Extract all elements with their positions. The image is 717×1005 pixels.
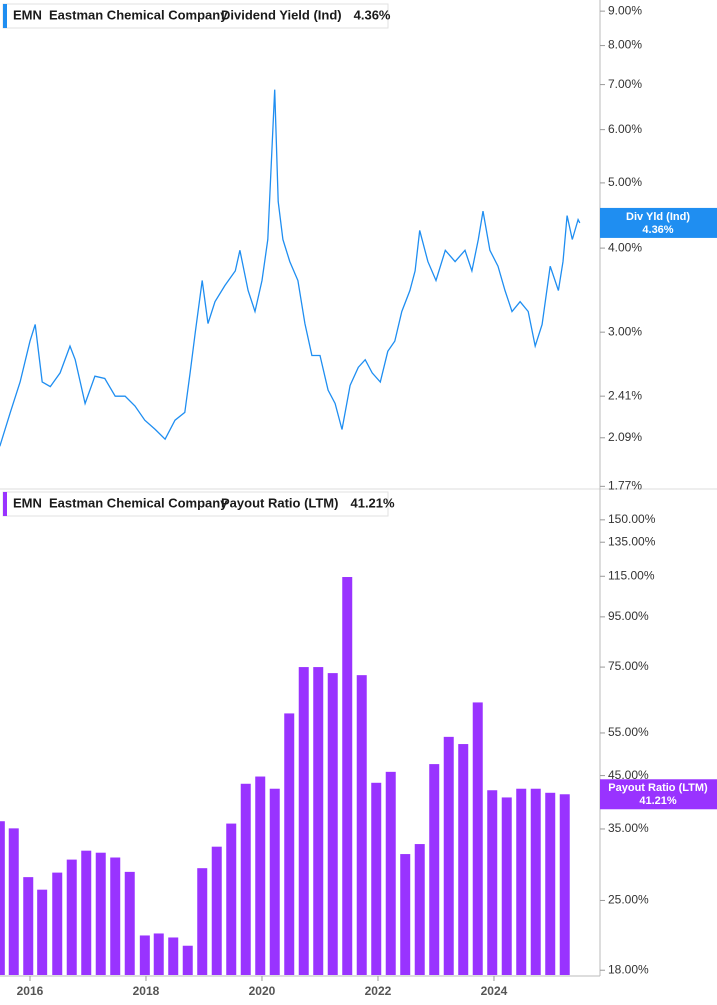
bar [356,675,367,975]
legend-series: Payout Ratio (LTM) [221,495,338,510]
bar [414,844,425,975]
y-tick-label: 135.00% [608,534,656,548]
bar [95,852,106,975]
bar [168,937,179,975]
y-tick-label: 9.00% [608,3,642,17]
y-tick-label: 1.77% [608,479,642,493]
flag-label: Div Yld (Ind) [626,211,690,223]
y-tick-label: 7.00% [608,77,642,91]
flag-label: Payout Ratio (LTM) [608,782,708,794]
bar [472,702,483,975]
bar [516,788,527,975]
bar [110,857,121,975]
bar [37,889,48,975]
bar [269,788,280,975]
y-tick-label: 2.41% [608,388,642,402]
legend-company: Eastman Chemical Company [49,495,228,510]
legend-ticker: EMN [13,7,42,22]
y-tick-label: 75.00% [608,659,649,673]
x-tick-label: 2016 [17,984,44,998]
y-tick-label: 150.00% [608,512,656,526]
x-tick-label: 2024 [481,984,508,998]
y-tick-label: 4.00% [608,240,642,254]
bar [139,935,150,975]
value-flag [600,779,717,810]
y-tick-label: 55.00% [608,725,649,739]
bar [240,783,251,975]
bar [52,872,63,975]
bar [255,776,266,975]
flag-value: 41.21% [639,795,677,807]
legend-box [2,491,389,517]
y-tick-label: 6.00% [608,122,642,136]
bar [559,794,570,975]
y-tick-label: 25.00% [608,893,649,907]
bar [153,933,164,975]
y-tick-label: 35.00% [608,821,649,835]
bar [182,945,193,975]
line [0,89,581,447]
y-tick-label: 95.00% [608,609,649,623]
bar [342,577,353,975]
legend-swatch [3,492,7,516]
bar [226,823,237,975]
legend-value: 4.36% [354,7,391,22]
bar [487,790,498,975]
bar [327,673,338,975]
legend-box [2,3,389,29]
y-tick-label: 45.00% [608,768,649,782]
y-tick-label: 18.00% [608,962,649,976]
bar [66,859,77,975]
y-tick-label: 2.09% [608,430,642,444]
x-tick-label: 2022 [365,984,392,998]
bar [124,871,135,975]
legend-swatch [3,4,7,28]
y-tick-label: 3.00% [608,324,642,338]
bar [371,782,382,975]
bar [530,788,541,975]
bar [81,850,92,975]
bar [545,792,556,975]
bar [501,797,512,975]
bar [23,877,34,975]
legend-company: Eastman Chemical Company [49,7,228,22]
bar [211,846,222,975]
bar [284,713,295,975]
flag-value: 4.36% [642,224,673,236]
bar [0,821,5,975]
legend-value: 41.21% [350,495,395,510]
legend-ticker: EMN [13,495,42,510]
y-tick-label: 5.00% [608,175,642,189]
y-tick-label: 8.00% [608,38,642,52]
x-tick-label: 2018 [133,984,160,998]
bar [298,667,309,975]
bar [313,667,324,975]
bar [458,744,469,975]
value-flag [600,207,717,238]
bar [400,854,411,975]
bar [197,868,208,975]
bar [8,828,19,975]
y-tick-label: 115.00% [608,568,655,582]
bar [429,764,440,975]
bar [443,736,454,975]
bar [385,771,396,975]
legend-series: Dividend Yield (Ind) [221,7,342,22]
x-tick-label: 2020 [249,984,276,998]
